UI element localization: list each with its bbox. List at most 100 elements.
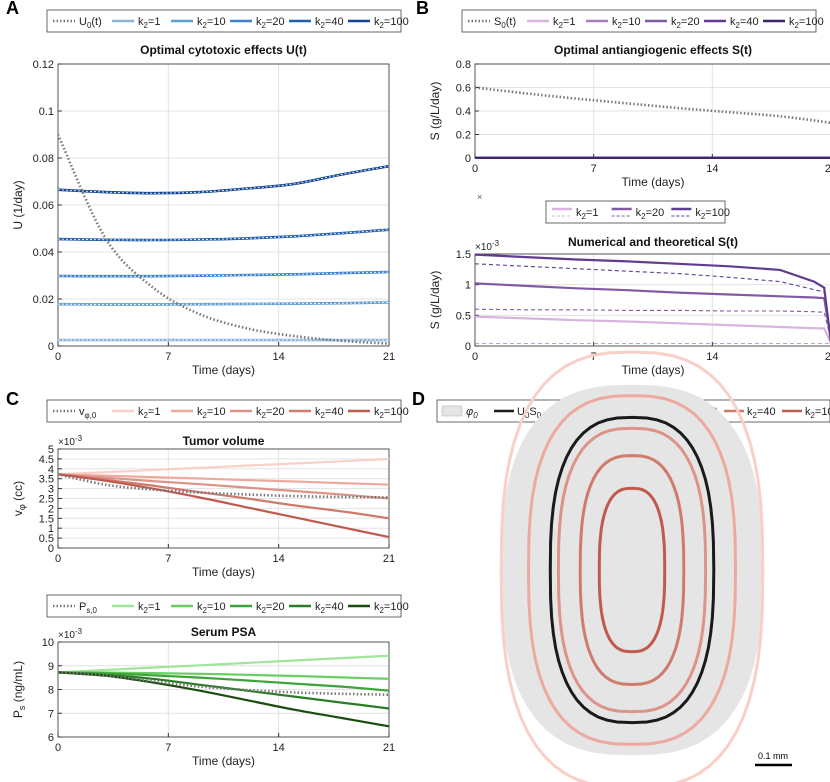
contour-k2-10 xyxy=(526,394,738,746)
y-tick-label: 1.5 xyxy=(456,249,471,261)
label-part: =1 xyxy=(148,16,161,28)
x-tick-label: 14 xyxy=(273,553,285,565)
y-tick-label: 1 xyxy=(465,280,471,292)
label-subscript: 2 xyxy=(380,606,384,615)
label-subscript: 2 xyxy=(262,606,266,615)
label-part: k xyxy=(315,406,321,418)
label-part: S xyxy=(529,406,536,418)
y-tick-label: 2 xyxy=(48,503,54,515)
y-axis-label: U (1/day) xyxy=(11,180,25,229)
legend-label: k2=10 xyxy=(197,406,226,420)
y-tick-label: 3 xyxy=(48,484,54,496)
x-tick-label: 7 xyxy=(165,742,171,754)
label-subscript: 2 xyxy=(144,411,148,420)
label-part: ×10 xyxy=(58,630,75,641)
legend-label: k2=20 xyxy=(256,601,285,615)
x-tick-label: 0 xyxy=(472,163,478,175)
legend-label: S0(t) xyxy=(494,16,516,30)
contour-U0S0 xyxy=(548,415,716,725)
y-tick-label: 0.5 xyxy=(39,533,54,545)
legend-label: k2=40 xyxy=(315,601,344,615)
label-subscript: 2 xyxy=(262,411,266,420)
contour-k2-100 xyxy=(597,486,667,654)
label-part: =100 xyxy=(384,406,409,418)
y-tick-label: 6 xyxy=(48,732,54,744)
y-axis-label: S (g/L/day) xyxy=(428,82,442,141)
legend-label: k2=40 xyxy=(315,406,344,420)
y-axis-label: vφ (cc) xyxy=(11,481,27,516)
label-part: =100 xyxy=(384,16,409,28)
label-part: ×10 xyxy=(475,242,492,253)
label-subscript: 2 xyxy=(582,212,586,221)
label-subscript: 2 xyxy=(618,21,622,30)
label-subscript: 2 xyxy=(203,606,207,615)
label-part: =1 xyxy=(563,16,576,28)
x-tick-label: 21 xyxy=(383,351,395,363)
label-subscript: 2 xyxy=(559,21,563,30)
label-subscript: s,0 xyxy=(86,606,97,615)
x-tick-label: 7 xyxy=(165,351,171,363)
legend-label: k2=20 xyxy=(256,16,285,30)
contour-k2-40 xyxy=(578,454,686,687)
label-part: k xyxy=(138,16,144,28)
label-subscript: 2 xyxy=(203,411,207,420)
series-group xyxy=(58,457,390,539)
label-part: =10 xyxy=(207,406,226,418)
label-part: k xyxy=(138,406,144,418)
legend-box xyxy=(46,594,402,618)
series-line-k2-100 xyxy=(58,671,390,728)
legend-label: k2=100 xyxy=(789,16,824,30)
series-group xyxy=(475,253,830,345)
label-part: =100 xyxy=(799,16,824,28)
legend-label: k2=10 xyxy=(197,16,226,30)
label-superscript: -3 xyxy=(492,239,500,248)
label-subscript: 2 xyxy=(795,21,799,30)
panel-C2: 0 7 14 21 6 7 8 9 10 Time (days) Ps (ng/mL) ×10-3 Se… xyxy=(11,594,409,768)
panel-label: C xyxy=(6,389,19,409)
x-tick-label: 7 xyxy=(165,553,171,565)
series-line-k2-100 xyxy=(58,473,390,539)
series-line-k2-1 xyxy=(58,457,390,476)
label-part: k xyxy=(256,601,262,613)
label-superscript: -3 xyxy=(75,434,83,443)
axis-exponent: ×10-3 xyxy=(475,239,500,253)
label-part: k xyxy=(747,406,753,418)
y-tick-label: 4.5 xyxy=(39,454,54,466)
y-tick-label: 0.12 xyxy=(33,59,54,71)
label-part: k xyxy=(374,406,380,418)
x-tick-label: 0 xyxy=(55,553,61,565)
theory-overlay-k2-40 xyxy=(58,229,390,241)
panel-B2: 0 7 14 21 0 0.5 1 1.5 Time (days) S (g/L/day) ×10-… xyxy=(428,192,830,377)
baseline-line xyxy=(475,86,830,124)
label-part: =20 xyxy=(266,601,285,613)
legend-label: k2=100 xyxy=(374,406,409,420)
legend-label: k2=1 xyxy=(138,406,160,420)
legend-label: k2=20 xyxy=(256,406,285,420)
label-part: (t) xyxy=(506,16,516,28)
label-part: v xyxy=(79,406,85,418)
legend-label: k2=40 xyxy=(747,406,776,420)
legend-label: k2=40 xyxy=(730,16,759,30)
y-tick-label: 1.5 xyxy=(39,513,54,525)
label-part: k xyxy=(576,207,582,219)
label-part: k xyxy=(197,406,203,418)
y-tick-label: 1 xyxy=(48,523,54,535)
y-tick-label: 8 xyxy=(48,685,54,697)
x-tick-label: 21 xyxy=(383,742,395,754)
contour-k2-1 xyxy=(499,350,765,782)
series-line-k2-100 xyxy=(475,253,830,344)
x-tick-label: 14 xyxy=(706,163,718,175)
label-subscript: φ xyxy=(17,504,27,510)
label-subscript: 0 xyxy=(87,21,92,30)
contour-φ0 xyxy=(501,384,763,756)
y-tick-label: 3.5 xyxy=(39,474,54,486)
x-tick-label: 14 xyxy=(706,351,718,363)
legend-label: k2=100 xyxy=(695,207,730,221)
y-tick-label: 0.02 xyxy=(33,294,54,306)
legend-label: k2=1 xyxy=(138,16,160,30)
y-tick-label: 0 xyxy=(465,341,471,353)
label-part: k xyxy=(256,406,262,418)
label-part: P xyxy=(11,710,25,718)
series-line-k2-40 xyxy=(58,473,390,520)
